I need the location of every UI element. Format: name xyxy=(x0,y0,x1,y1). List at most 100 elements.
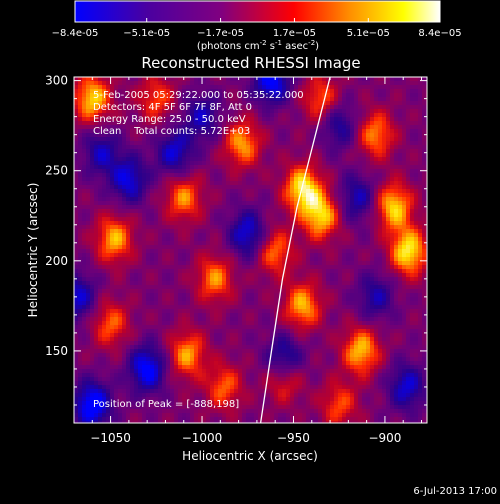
heatmap-cell xyxy=(330,101,335,106)
heatmap-cell xyxy=(90,149,95,154)
heatmap-cell xyxy=(150,261,155,266)
heatmap-cell xyxy=(398,201,403,206)
heatmap-cell xyxy=(262,193,267,198)
heatmap-cell xyxy=(214,225,219,230)
heatmap-cell xyxy=(418,293,423,298)
heatmap-cell xyxy=(234,229,239,234)
heatmap-cell xyxy=(342,241,347,246)
heatmap-cell xyxy=(294,241,299,246)
heatmap-cell xyxy=(262,121,267,126)
heatmap-cell xyxy=(406,205,411,210)
heatmap-cell xyxy=(306,149,311,154)
heatmap-cell xyxy=(350,97,355,102)
heatmap-cell xyxy=(410,105,415,110)
heatmap-cell xyxy=(290,193,295,198)
heatmap-cell xyxy=(346,109,351,114)
heatmap-cell xyxy=(318,161,323,166)
heatmap-cell xyxy=(250,289,255,294)
heatmap-cell xyxy=(126,261,131,266)
heatmap-cell xyxy=(314,201,319,206)
heatmap-cell xyxy=(110,269,115,274)
heatmap-cell xyxy=(166,197,171,202)
heatmap-cell xyxy=(362,293,367,298)
heatmap-cell xyxy=(266,181,271,186)
heatmap-cell xyxy=(262,297,267,302)
heatmap-cell xyxy=(306,237,311,242)
heatmap-cell xyxy=(398,117,403,122)
heatmap-cell xyxy=(370,121,375,126)
heatmap-cell xyxy=(190,169,195,174)
heatmap-cell xyxy=(130,137,135,142)
heatmap-cell xyxy=(238,265,243,270)
heatmap-cell xyxy=(114,253,119,258)
heatmap-cell xyxy=(346,125,351,130)
heatmap-cell xyxy=(402,205,407,210)
heatmap-cell xyxy=(390,189,395,194)
heatmap-cell xyxy=(334,109,339,114)
heatmap-cell xyxy=(150,181,155,186)
heatmap-cell xyxy=(382,257,387,262)
heatmap-cell xyxy=(362,277,367,282)
heatmap-cell xyxy=(354,121,359,126)
heatmap-cell xyxy=(114,233,119,238)
heatmap-cell xyxy=(370,157,375,162)
heatmap-cell xyxy=(158,253,163,258)
heatmap-cell xyxy=(118,209,123,214)
heatmap-cell xyxy=(330,93,335,98)
heatmap-cell xyxy=(394,189,399,194)
heatmap-cell xyxy=(310,217,315,222)
heatmap-cell xyxy=(118,273,123,278)
heatmap-cell xyxy=(186,297,191,302)
heatmap-cell xyxy=(298,205,303,210)
heatmap-cell xyxy=(318,269,323,274)
heatmap-cell xyxy=(390,177,395,182)
heatmap-cell xyxy=(118,205,123,210)
heatmap-cell xyxy=(130,145,135,150)
heatmap-cell xyxy=(114,289,119,294)
heatmap-cell xyxy=(302,293,307,298)
heatmap-cell xyxy=(390,261,395,266)
heatmap-cell xyxy=(130,85,135,90)
heatmap-cell xyxy=(198,225,203,230)
heatmap-cell xyxy=(370,257,375,262)
heatmap-cell xyxy=(226,153,231,158)
heatmap-cell xyxy=(150,209,155,214)
heatmap-cell xyxy=(390,285,395,290)
heatmap-cell xyxy=(134,153,139,158)
heatmap-cell xyxy=(362,177,367,182)
heatmap-cell xyxy=(394,81,399,86)
heatmap-cell xyxy=(134,85,139,90)
heatmap-cell xyxy=(82,161,87,166)
heatmap-cell xyxy=(394,193,399,198)
heatmap-cell xyxy=(370,273,375,278)
heatmap-cell xyxy=(414,189,419,194)
heatmap-cell xyxy=(218,297,223,302)
heatmap-cell xyxy=(370,141,375,146)
heatmap-cell xyxy=(326,229,331,234)
heatmap-cell xyxy=(418,149,423,154)
heatmap-cell xyxy=(418,233,423,238)
heatmap-cell xyxy=(86,145,91,150)
heatmap-cell xyxy=(266,253,271,258)
heatmap-cell xyxy=(150,257,155,262)
heatmap-cell xyxy=(310,281,315,286)
heatmap-cell xyxy=(142,81,147,86)
heatmap-cell xyxy=(394,213,399,218)
heatmap-cell xyxy=(414,89,419,94)
heatmap-cell xyxy=(110,177,115,182)
heatmap-cell xyxy=(174,185,179,190)
heatmap-cell xyxy=(290,85,295,90)
heatmap-cell xyxy=(82,125,87,130)
heatmap-cell xyxy=(314,105,319,110)
heatmap-cell xyxy=(82,185,87,190)
heatmap-cell xyxy=(114,257,119,262)
heatmap-cell xyxy=(130,233,135,238)
heatmap-cell xyxy=(274,217,279,222)
heatmap-cell xyxy=(294,145,299,150)
heatmap-cell xyxy=(166,297,171,302)
heatmap-cell xyxy=(74,169,79,174)
heatmap-cell xyxy=(310,261,315,266)
heatmap-cell xyxy=(158,169,163,174)
heatmap-cell xyxy=(334,205,339,210)
heatmap-cell xyxy=(414,109,419,114)
